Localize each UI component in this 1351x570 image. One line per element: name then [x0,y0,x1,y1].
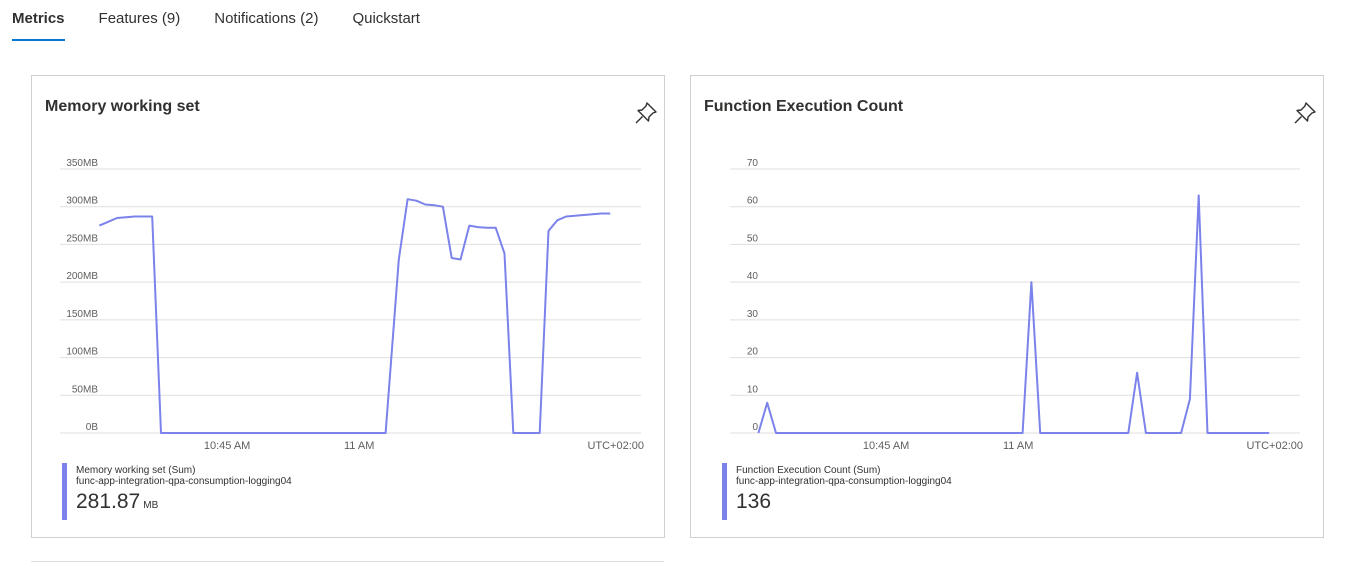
legend-series-name: Memory working set (Sum) [76,465,196,476]
y-tick-label: 10 [747,384,759,395]
y-tick-label: 200MB [66,271,98,282]
y-tick-label: 0 [752,422,758,433]
function-execution-count-card[interactable]: 0 10 20 30 40 50 60 70 10:45 AM 11 AM UTC+02:00 Fu… [690,75,1324,538]
x-tick-label: 10:45 AM [863,440,909,452]
legend-color-bar [62,463,67,520]
y-tick-label: 0B [86,422,99,433]
y-tick-label: 50MB [72,384,98,395]
next-card-edge [31,561,664,570]
y-tick-label: 60 [747,196,759,207]
tab-bar: Metrics Features (9) Notifications (2) Q… [12,0,454,44]
card-title: Function Execution Count [704,98,904,115]
series-line [757,194,1270,434]
x-tick-label: 11 AM [344,440,374,452]
legend-series-name: Function Execution Count (Sum) [736,465,881,476]
legend-value: 136 [736,490,772,513]
card-title: Memory working set [45,98,200,115]
tab-metrics[interactable]: Metrics [12,0,65,41]
y-tick-label: 100MB [66,347,98,358]
y-tick-label: 20 [747,347,759,358]
y-tick-label: 50 [747,233,759,244]
legend-value: 281.87 [76,490,141,513]
legend-unit: MB [143,500,159,511]
tab-notifications[interactable]: Notifications (2) [214,10,319,27]
tab-features[interactable]: Features (9) [98,10,181,27]
y-tick-label: 30 [747,309,759,320]
series-line [99,198,611,434]
x-tick-label: 10:45 AM [204,440,250,452]
pin-icon[interactable] [1292,100,1318,126]
tab-quickstart[interactable]: Quickstart [352,10,420,27]
legend-resource-name: func-app-integration-qpa-consumption-log… [76,476,292,487]
legend-color-bar [722,463,727,520]
timezone-label: UTC+02:00 [587,440,644,452]
pin-icon[interactable] [633,100,659,126]
memory-chart: 0B 50MB 100MB 150MB 200MB 250MB 300MB 350MB 10:4… [60,158,644,452]
x-tick-label: 11 AM [1003,440,1033,452]
y-tick-label: 350MB [66,158,98,169]
y-tick-label: 150MB [66,309,98,320]
y-tick-label: 40 [747,271,759,282]
y-tick-label: 250MB [66,233,98,244]
memory-working-set-card[interactable]: 0B 50MB 100MB 150MB 200MB 250MB 300MB 350MB 10:4… [31,75,665,538]
timezone-label: UTC+02:00 [1246,440,1303,452]
legend-resource-name: func-app-integration-qpa-consumption-log… [736,476,952,487]
execution-count-chart: 0 10 20 30 40 50 60 70 10:45 AM 11 AM UTC+02:00 [730,158,1303,452]
y-tick-label: 70 [747,158,759,169]
y-tick-label: 300MB [66,196,98,207]
